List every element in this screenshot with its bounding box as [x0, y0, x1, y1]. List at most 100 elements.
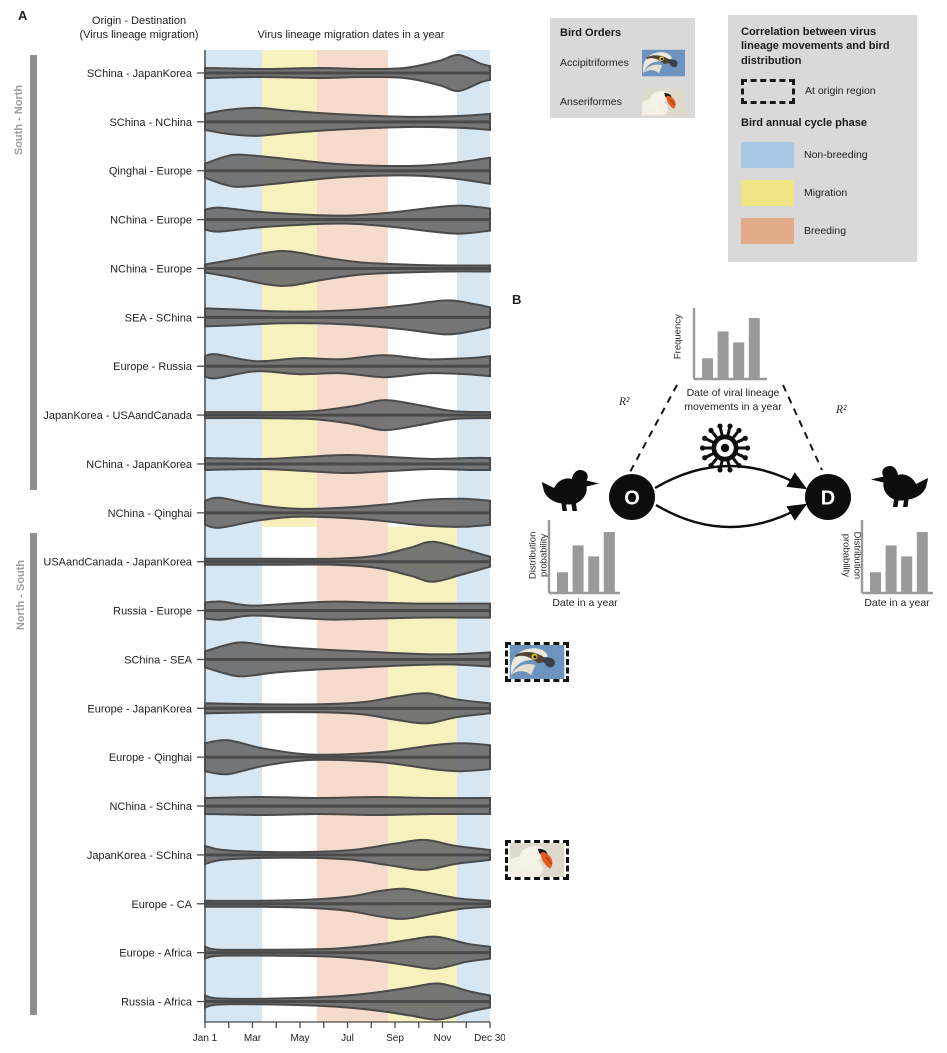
duck-icon-right [871, 465, 928, 507]
destination-node [805, 474, 851, 520]
panel-a-label: A [18, 8, 28, 23]
column-header-line2: (Virus lineage migration) [79, 29, 198, 41]
date-axis-label-right: Date in a year [864, 597, 930, 609]
mini-bar [870, 572, 881, 593]
phase-label: Non-breeding [804, 149, 868, 162]
mini-bar [885, 545, 897, 593]
virus-spike-tip [742, 455, 748, 461]
virus-spike-tip [708, 462, 714, 469]
violin-median-line [205, 902, 490, 906]
violin-median-line [205, 364, 490, 368]
caption-line: Date of viral lineage [686, 387, 780, 399]
row-label: NChina - Europe [110, 215, 192, 227]
row-label: JapanKorea - SChina [87, 850, 193, 862]
accipitriformes-origin-marker [505, 642, 569, 682]
at-origin-label: At origin region [805, 85, 876, 98]
row-label: Europe - JapanKorea [87, 703, 192, 715]
violin-median-line [205, 609, 490, 613]
mini-bar [748, 318, 760, 379]
mini-bar [603, 532, 615, 593]
row-label: Qinghai - Europe [109, 166, 192, 178]
correlation-legend: Correlation between virus lineage moveme… [728, 15, 917, 262]
x-tick-label: Sep [386, 1033, 404, 1044]
anseriformes-origin-marker [505, 840, 569, 880]
mini-bar [557, 572, 568, 593]
mini-bar [572, 545, 584, 593]
row-label: Russia - Europe [113, 606, 192, 618]
row-label: Europe - Africa [119, 948, 193, 960]
column-header-line1: Origin - Destination [92, 15, 186, 27]
virus-spike-tip [702, 435, 708, 441]
violin-median-line [205, 657, 490, 661]
accipitriformes-image [642, 47, 685, 79]
viral-movement-caption: Date of viral lineage movements in a yea… [623, 386, 843, 414]
date-axis-label-left: Date in a year [552, 597, 618, 609]
origin-node-label: O [624, 488, 640, 510]
at-origin-row: At origin region [741, 78, 904, 104]
row-label: JapanKorea - USAandCanada [43, 410, 192, 422]
x-tick-label: Dec 30 [474, 1033, 505, 1044]
x-tick-label: Mar [244, 1033, 262, 1044]
virus-spike-tip [702, 455, 708, 461]
violin-median-line [205, 1000, 490, 1004]
violin-median-line [205, 413, 490, 417]
origin-destination-diagram: O D [542, 384, 928, 529]
at-origin-dashed-box [741, 78, 795, 104]
migration-swatch [741, 180, 794, 207]
dashed-correlation-line-left [629, 384, 678, 473]
violin-median-line [205, 218, 490, 222]
phase-label: Migration [804, 187, 848, 200]
mini-bar [702, 358, 713, 379]
bird-orders-legend: Bird Orders Accipitriformes Anseriformes [550, 18, 695, 118]
distribution-histogram-left [547, 520, 620, 595]
phase-row-migration: Migration [741, 180, 904, 207]
virus-spike-tip [736, 462, 742, 469]
duck-icon-left [542, 469, 599, 511]
dashed-correlation-line-right [782, 384, 823, 471]
group-label-north-south: North - South [15, 560, 27, 631]
virus-spike-tip [736, 427, 742, 434]
virus-spike-tip [727, 423, 733, 429]
annual-cycle-subtitle: Bird annual cycle phase [741, 116, 867, 129]
x-tick-label: May [291, 1033, 310, 1044]
row-label: Russia - Africa [121, 997, 193, 1009]
row-label: SEA - SChina [125, 312, 193, 324]
violin-median-line [205, 560, 490, 564]
phase-row-non-breeding: Non-breeding [741, 142, 904, 169]
row-label: NChina - Europe [110, 263, 192, 275]
non-breeding-swatch [741, 142, 794, 169]
violin-median-line [205, 804, 490, 808]
violin-median-line [205, 951, 490, 955]
mini-bar [588, 556, 600, 593]
row-label: NChina - Qinghai [108, 508, 192, 520]
violin-median-line [205, 853, 490, 857]
virus-spike-tip [744, 445, 751, 451]
row-label: NChina - SChina [109, 801, 192, 813]
mini-bar [916, 532, 928, 593]
violin-median-line [205, 71, 490, 75]
x-tick-label: Jul [341, 1033, 354, 1044]
group-bar-north-south [30, 533, 37, 1015]
virus-spike-tip [717, 423, 723, 429]
plot-title: Virus lineage migration dates in a year [258, 29, 445, 41]
bird-order-row-anseriformes: Anseriformes [560, 86, 685, 118]
virus-spike-tip [717, 467, 723, 473]
group-label-south-north: South - North [13, 85, 25, 156]
violin-median-line [205, 120, 490, 124]
row-label: SChina - SEA [124, 654, 193, 666]
bird-order-label: Accipitriformes [560, 57, 629, 70]
mini-bar [901, 556, 913, 593]
virus-core [720, 443, 730, 453]
panel-b-label: B [512, 292, 522, 307]
row-label: SChina - JapanKorea [87, 68, 193, 80]
destination-node-label: D [821, 488, 835, 510]
frequency-histogram [692, 308, 767, 381]
row-label: Europe - Russia [113, 361, 193, 373]
r-squared-right: R² [836, 404, 847, 416]
mini-bar [717, 331, 729, 379]
violin-median-line [205, 462, 490, 466]
bird-orders-title: Bird Orders [560, 27, 622, 39]
row-label: SChina - NChina [109, 117, 192, 129]
virus-spike-tip [727, 467, 733, 473]
